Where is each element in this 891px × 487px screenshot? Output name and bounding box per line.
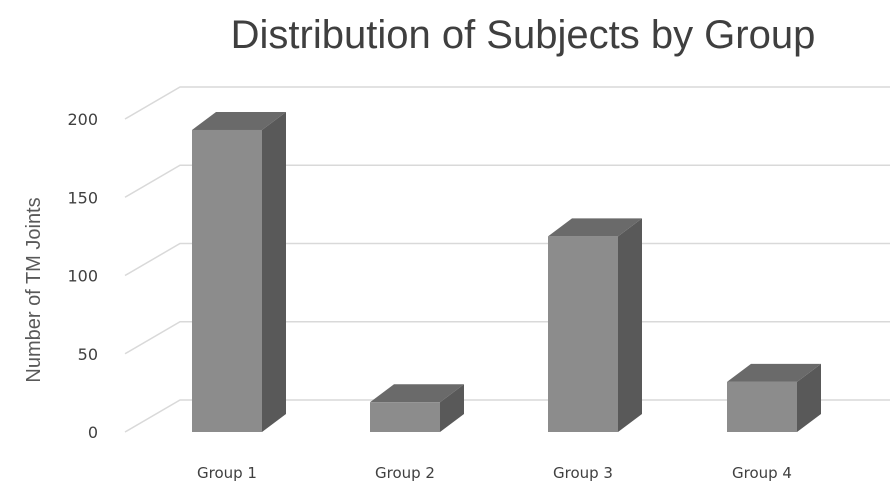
y-tick-label: 50 xyxy=(78,345,98,364)
y-axis-label: Number of TM Joints xyxy=(23,197,45,382)
bar-top xyxy=(727,363,821,382)
gridline xyxy=(124,86,890,120)
bar-front xyxy=(548,236,618,432)
bar-side xyxy=(797,363,821,432)
bar-top xyxy=(548,218,642,237)
bar xyxy=(192,111,286,432)
bar-top xyxy=(192,111,286,130)
bar-side xyxy=(440,384,464,432)
x-tick-label: Group 1 xyxy=(197,464,257,482)
bar xyxy=(548,218,642,432)
bar-side xyxy=(618,218,642,432)
bar-top xyxy=(370,384,464,403)
chart-title: Distribution of Subjects by Group xyxy=(231,13,816,57)
x-axis-ticks: Group 1 Group 2 Group 3 Group 4 xyxy=(197,464,792,482)
bar xyxy=(370,384,464,432)
bar-front xyxy=(370,402,440,432)
y-tick-label: 150 xyxy=(67,188,98,207)
gridline xyxy=(124,321,890,355)
bar-front xyxy=(727,381,797,432)
bar xyxy=(727,363,821,432)
x-tick-label: Group 2 xyxy=(375,464,435,482)
x-tick-label: Group 3 xyxy=(553,464,613,482)
y-tick-label: 200 xyxy=(67,110,98,129)
gridline xyxy=(124,399,890,433)
y-tick-label: 100 xyxy=(67,267,98,286)
x-tick-label: Group 4 xyxy=(732,464,792,482)
bar-front xyxy=(192,129,262,432)
bar-side xyxy=(262,111,286,432)
gridline xyxy=(124,164,890,198)
gridline xyxy=(124,242,890,277)
y-axis-ticks: 0 50 100 150 200 xyxy=(67,110,98,442)
bars xyxy=(192,111,821,432)
gridlines xyxy=(124,86,890,433)
y-tick-label: 0 xyxy=(88,423,98,442)
